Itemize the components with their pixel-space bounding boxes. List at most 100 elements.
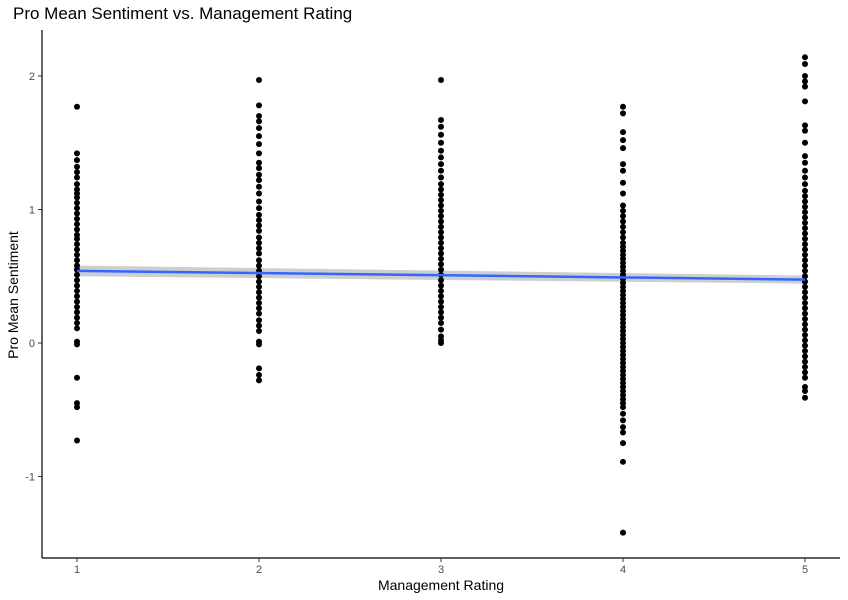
data-point [256, 227, 262, 234]
data-point [802, 60, 808, 67]
data-point [620, 218, 626, 225]
data-point [438, 77, 444, 84]
trend-line [76, 269, 806, 281]
data-point [438, 340, 444, 346]
data-point [74, 205, 80, 212]
data-point [74, 199, 80, 206]
y-axis-title: Pro Mean Sentiment [5, 231, 21, 359]
data-point [438, 303, 444, 310]
data-point [74, 181, 80, 188]
data-point [256, 183, 262, 190]
data-point [256, 222, 262, 229]
data-point [620, 129, 626, 136]
y-tick-label: 1 [29, 205, 35, 217]
data-point [802, 83, 808, 90]
data-point [74, 157, 80, 164]
data-point [438, 309, 444, 316]
data-point [256, 341, 262, 348]
x-tick-label: 4 [620, 564, 626, 576]
data-point [438, 255, 444, 262]
data-point [256, 262, 262, 269]
data-point [802, 251, 808, 258]
data-point [620, 223, 626, 230]
data-point [802, 337, 808, 344]
data-point [802, 310, 808, 317]
data-point [256, 372, 262, 379]
data-point [802, 209, 808, 216]
data-point [438, 174, 444, 181]
data-point [256, 278, 262, 285]
data-point [256, 299, 262, 306]
data-point [74, 257, 80, 264]
data-point [256, 250, 262, 257]
data-point [256, 257, 262, 264]
data-point [438, 117, 444, 124]
data-point [620, 190, 626, 197]
data-point [256, 171, 262, 178]
x-tick-label: 5 [802, 564, 808, 576]
data-point [802, 193, 808, 200]
data-point [438, 261, 444, 268]
data-point [256, 245, 262, 252]
data-point [802, 331, 808, 338]
data-point [438, 207, 444, 214]
data-point [74, 374, 80, 381]
data-point [74, 235, 80, 242]
data-point [620, 137, 626, 144]
data-point [802, 394, 808, 401]
data-point [74, 325, 80, 332]
data-point [802, 198, 808, 205]
data-point [438, 314, 444, 321]
chart-title: Pro Mean Sentiment vs. Management Rating [13, 4, 353, 23]
data-point [74, 226, 80, 233]
data-point [620, 161, 626, 168]
data-point [620, 424, 626, 431]
data-point [620, 103, 626, 110]
data-point [256, 133, 262, 140]
data-point [802, 299, 808, 306]
y-tick-label: 2 [29, 71, 35, 83]
data-point [256, 150, 262, 157]
data-point [438, 167, 444, 174]
data-point [74, 251, 80, 258]
data-point [802, 181, 808, 188]
data-point [438, 123, 444, 130]
data-point [438, 154, 444, 161]
data-point [256, 305, 262, 312]
y-tick-label: 0 [29, 338, 35, 350]
data-point [802, 364, 808, 371]
data-point [74, 309, 80, 316]
data-point [256, 234, 262, 241]
data-point [256, 283, 262, 290]
x-tick-label: 2 [256, 564, 262, 576]
data-point [256, 190, 262, 197]
data-point [802, 153, 808, 160]
data-point [74, 314, 80, 321]
data-point [620, 234, 626, 241]
data-point [74, 163, 80, 170]
data-point [256, 322, 262, 329]
data-point [438, 229, 444, 236]
data-point [256, 217, 262, 224]
data-point [256, 125, 262, 132]
data-point [256, 289, 262, 296]
x-tick-label: 3 [438, 564, 444, 576]
data-point [438, 161, 444, 168]
data-point [802, 127, 808, 134]
data-point [620, 179, 626, 186]
data-point [802, 267, 808, 274]
data-point [802, 122, 808, 129]
data-point [256, 205, 262, 212]
data-point [802, 246, 808, 253]
data-point [438, 213, 444, 220]
data-point [802, 167, 808, 174]
data-point [620, 145, 626, 152]
data-point [256, 102, 262, 109]
data-point [256, 141, 262, 148]
data-point [802, 174, 808, 181]
y-tick-label: -1 [25, 472, 35, 484]
data-point [802, 348, 808, 355]
data-point [256, 113, 262, 120]
data-point [802, 289, 808, 296]
data-point [256, 77, 262, 84]
